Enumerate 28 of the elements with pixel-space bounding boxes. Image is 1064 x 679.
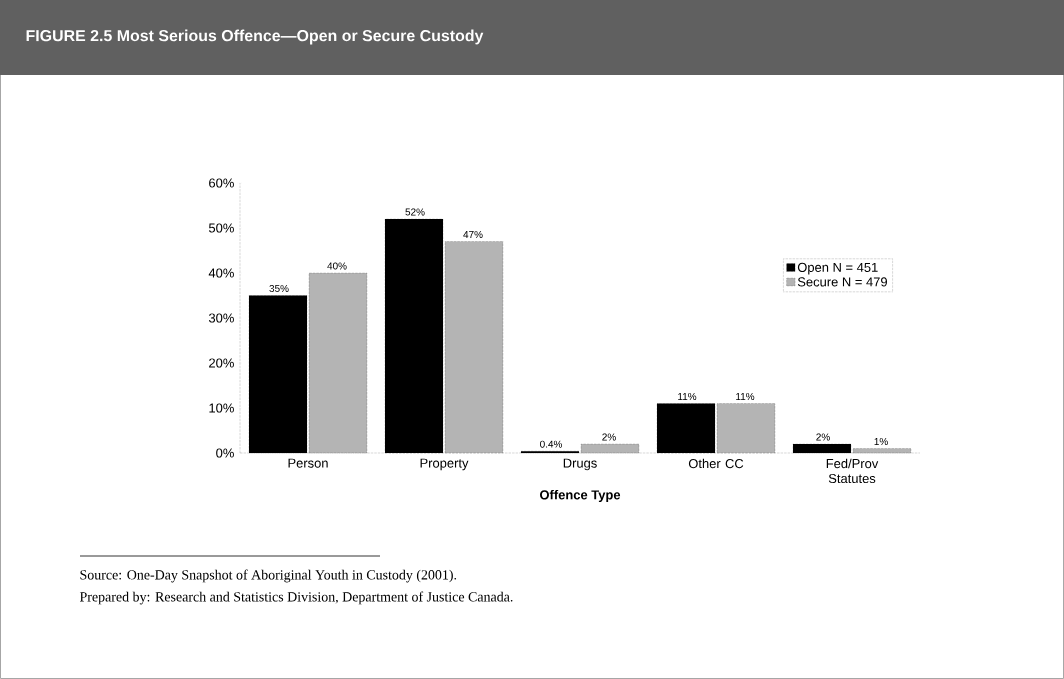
y-tick-label: 0% (216, 448, 234, 458)
data-label: 47% (463, 231, 483, 238)
y-tick-label: 30% (208, 313, 234, 323)
text: Prepared by: Research and Statistics Division, Department of Justice Canada. (79, 591, 513, 605)
x-tick-label: Drugs (563, 458, 597, 471)
data-label: 40% (327, 262, 347, 270)
x-tick-label: Person (288, 458, 328, 468)
y-tick-label: 40% (208, 268, 234, 278)
y-tick-label: 60% (209, 178, 234, 188)
data-label: 11% (736, 393, 755, 400)
data-label: 11% (678, 393, 697, 400)
data-label: 35% (269, 284, 289, 292)
y-tick-label: 10% (209, 403, 234, 413)
data-label: 1% (874, 438, 888, 445)
x-tick-label: Fed/Prov Statutes (826, 458, 879, 484)
source-note: Source: One-Day Snapshot of Aboriginal Youth in Custody (2001). (80, 569, 457, 583)
chart-title: FIGURE 2.5 Most Serious Offence—Open or Secure Custody (26, 29, 484, 45)
data-label: 0.4% (540, 440, 563, 448)
data-label: 2% (816, 433, 830, 441)
data-label: 2% (602, 433, 616, 441)
legend-label: Secure N = 479 (797, 277, 887, 287)
y-tick-label: 20% (209, 358, 234, 368)
x-tick-label: Property (420, 458, 469, 471)
data-label: 52% (405, 208, 425, 216)
x-axis-title: Offence Type (539, 489, 621, 503)
y-tick-label: 50% (208, 223, 234, 233)
x-tick-label: Other CC (688, 458, 744, 469)
legend-label: Open N = 451 (797, 262, 878, 275)
